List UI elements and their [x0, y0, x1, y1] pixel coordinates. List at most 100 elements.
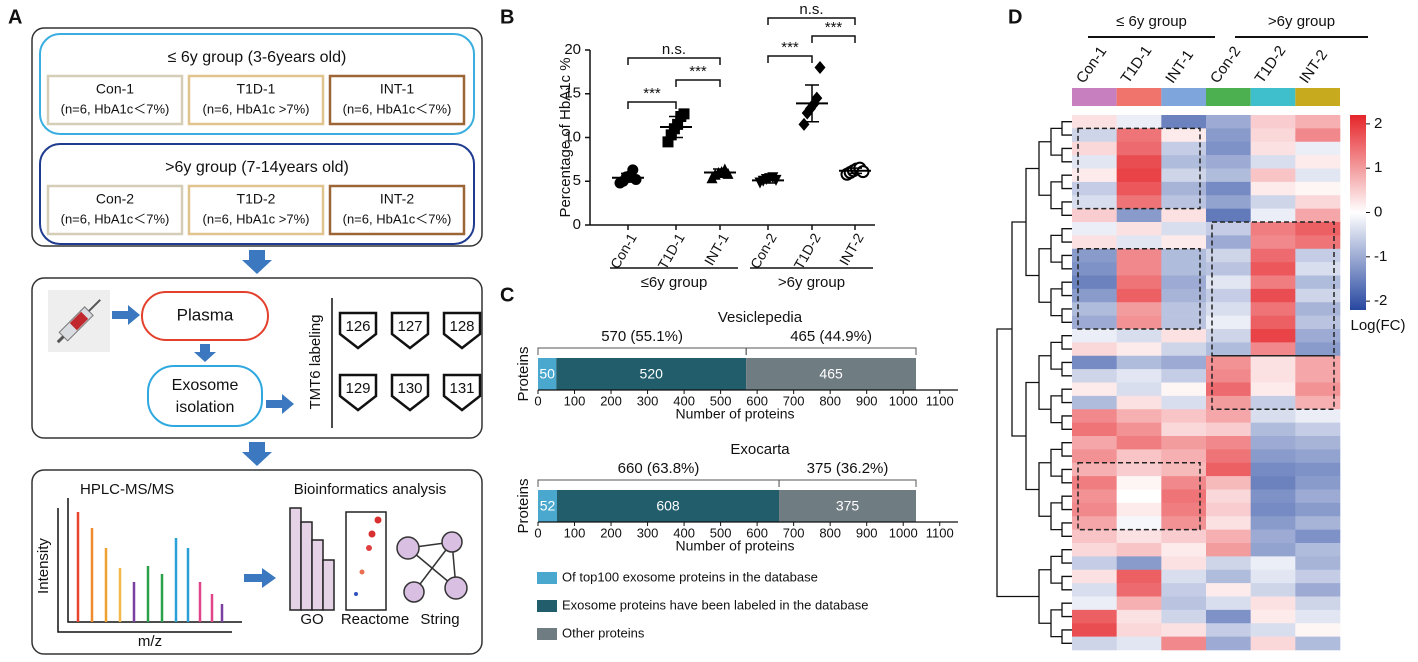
heatmap-cell	[1295, 489, 1341, 504]
heatmap-cell	[1161, 275, 1207, 290]
colorbar-tick-label: -2	[1374, 292, 1387, 309]
x-tick-label: T1D-2	[790, 230, 823, 272]
heatmap-cell	[1161, 489, 1207, 504]
point	[662, 136, 674, 148]
dendrogram	[1061, 602, 1072, 618]
heatmap-cell	[1116, 489, 1162, 504]
heatmap-cell	[1161, 462, 1207, 477]
heatmap-cell	[1161, 569, 1207, 584]
heatmap-cell	[1295, 409, 1341, 423]
heatmap-cell	[1206, 181, 1251, 196]
panel-a-frame	[31, 469, 483, 655]
point	[811, 91, 823, 105]
x-tick-label: 700	[783, 393, 805, 408]
dendrogram	[1061, 468, 1072, 484]
dendrogram	[1025, 381, 1039, 491]
heatmap-cell	[1161, 636, 1207, 651]
heatmap-cell	[1206, 476, 1251, 490]
heatmap-cell	[1250, 556, 1296, 571]
highlight-box	[1211, 355, 1335, 410]
heatmap-cell	[1250, 248, 1296, 263]
heatmap-cell	[1072, 449, 1117, 464]
legend-swatch	[537, 628, 557, 640]
legend-label: Other proteins	[562, 625, 645, 640]
heatmap-cell	[1116, 436, 1162, 450]
heatmap-cell	[1206, 502, 1251, 517]
heatmap-cell	[1072, 208, 1117, 223]
heatmap-cell	[1250, 569, 1296, 584]
tmt-tag	[338, 311, 378, 350]
heatmap-cell	[1250, 409, 1296, 423]
heatmap-cell	[1161, 609, 1207, 624]
column-label: INT-2	[1296, 47, 1331, 87]
heatmap-cell	[1250, 115, 1296, 129]
heatmap-cell	[1295, 262, 1341, 276]
heatmap-cell	[1250, 489, 1296, 504]
heatmap-cell	[1206, 543, 1251, 557]
heatmap-cell	[1072, 235, 1117, 250]
heatmap-cell	[1250, 382, 1296, 397]
spectrum	[57, 498, 242, 633]
sample-name: T1D-2	[237, 191, 276, 207]
dendrogram	[1050, 341, 1062, 370]
x-tick-label: Con-1	[607, 230, 640, 271]
legend-label: Exosome proteins have been labeled in th…	[562, 597, 868, 612]
sample-box	[328, 74, 466, 126]
heatmap-cell	[1116, 583, 1162, 597]
heatmap-cell	[1250, 195, 1296, 209]
heatmap-cell	[1161, 543, 1207, 557]
point	[798, 117, 810, 131]
heatmap-cell	[1295, 128, 1341, 143]
bar-segment	[779, 490, 916, 522]
heatmap-cell	[1161, 529, 1207, 544]
heatmap-cell	[1161, 422, 1207, 437]
heatmap-cell	[1116, 181, 1162, 196]
highlight-box	[1077, 127, 1201, 210]
heatmap-cell	[1072, 222, 1117, 236]
dendrogram	[1050, 555, 1062, 584]
dendrogram	[1061, 121, 1072, 136]
dendrogram	[1061, 361, 1072, 377]
heatmap-cell	[1161, 583, 1207, 597]
heatmap-cell	[1250, 155, 1296, 169]
heatmap-cell	[1250, 208, 1296, 223]
heatmap-cell	[1116, 262, 1162, 276]
dendrogram	[1061, 201, 1072, 216]
dendrogram	[1061, 254, 1072, 270]
heatmap-cell	[1116, 302, 1162, 316]
bar-segment	[556, 358, 747, 390]
highlight-box	[1077, 462, 1201, 531]
sample-name: T1D-1	[237, 81, 276, 97]
heatmap-cell	[1072, 181, 1117, 196]
heatmap-cell	[1072, 436, 1117, 450]
tmt-label: TMT6 labeling	[307, 314, 324, 409]
sig-bracket	[627, 57, 721, 65]
dendrogram	[1038, 462, 1051, 517]
heatmap-cell	[1072, 382, 1117, 397]
heatmap-cell	[1206, 596, 1251, 611]
heatmap-cell	[1206, 623, 1251, 637]
heatmap-cell	[1072, 288, 1117, 303]
heatmap-cell	[1250, 315, 1296, 330]
x-tick-label: INT-1	[701, 230, 732, 268]
heatmap-cell	[1116, 543, 1162, 557]
heatmap-cell	[1161, 369, 1207, 383]
tmt-tag-label: 131	[449, 380, 474, 397]
heatmap-cell	[1206, 449, 1251, 464]
column-label: INT-1	[1162, 47, 1197, 87]
sample-note: (n=6, HbA1c＜7%)	[61, 101, 170, 116]
heatmap-cell	[1161, 623, 1207, 637]
heatmap-cell	[1161, 502, 1207, 517]
x-tick-label: 1000	[889, 525, 918, 540]
heatmap-cell	[1116, 569, 1162, 584]
bar-segment	[746, 358, 916, 390]
colorbar-tick-label: -1	[1374, 248, 1387, 265]
subplot-title: Vesiclepedia	[718, 309, 803, 326]
panel-label: B	[500, 6, 514, 28]
sig-label: n.s.	[799, 1, 823, 18]
heatmap-cell	[1250, 583, 1296, 597]
dendrogram	[1050, 609, 1062, 638]
heatmap-cell	[1295, 569, 1341, 584]
string-icon	[396, 531, 468, 603]
heatmap-cell	[1295, 181, 1341, 196]
